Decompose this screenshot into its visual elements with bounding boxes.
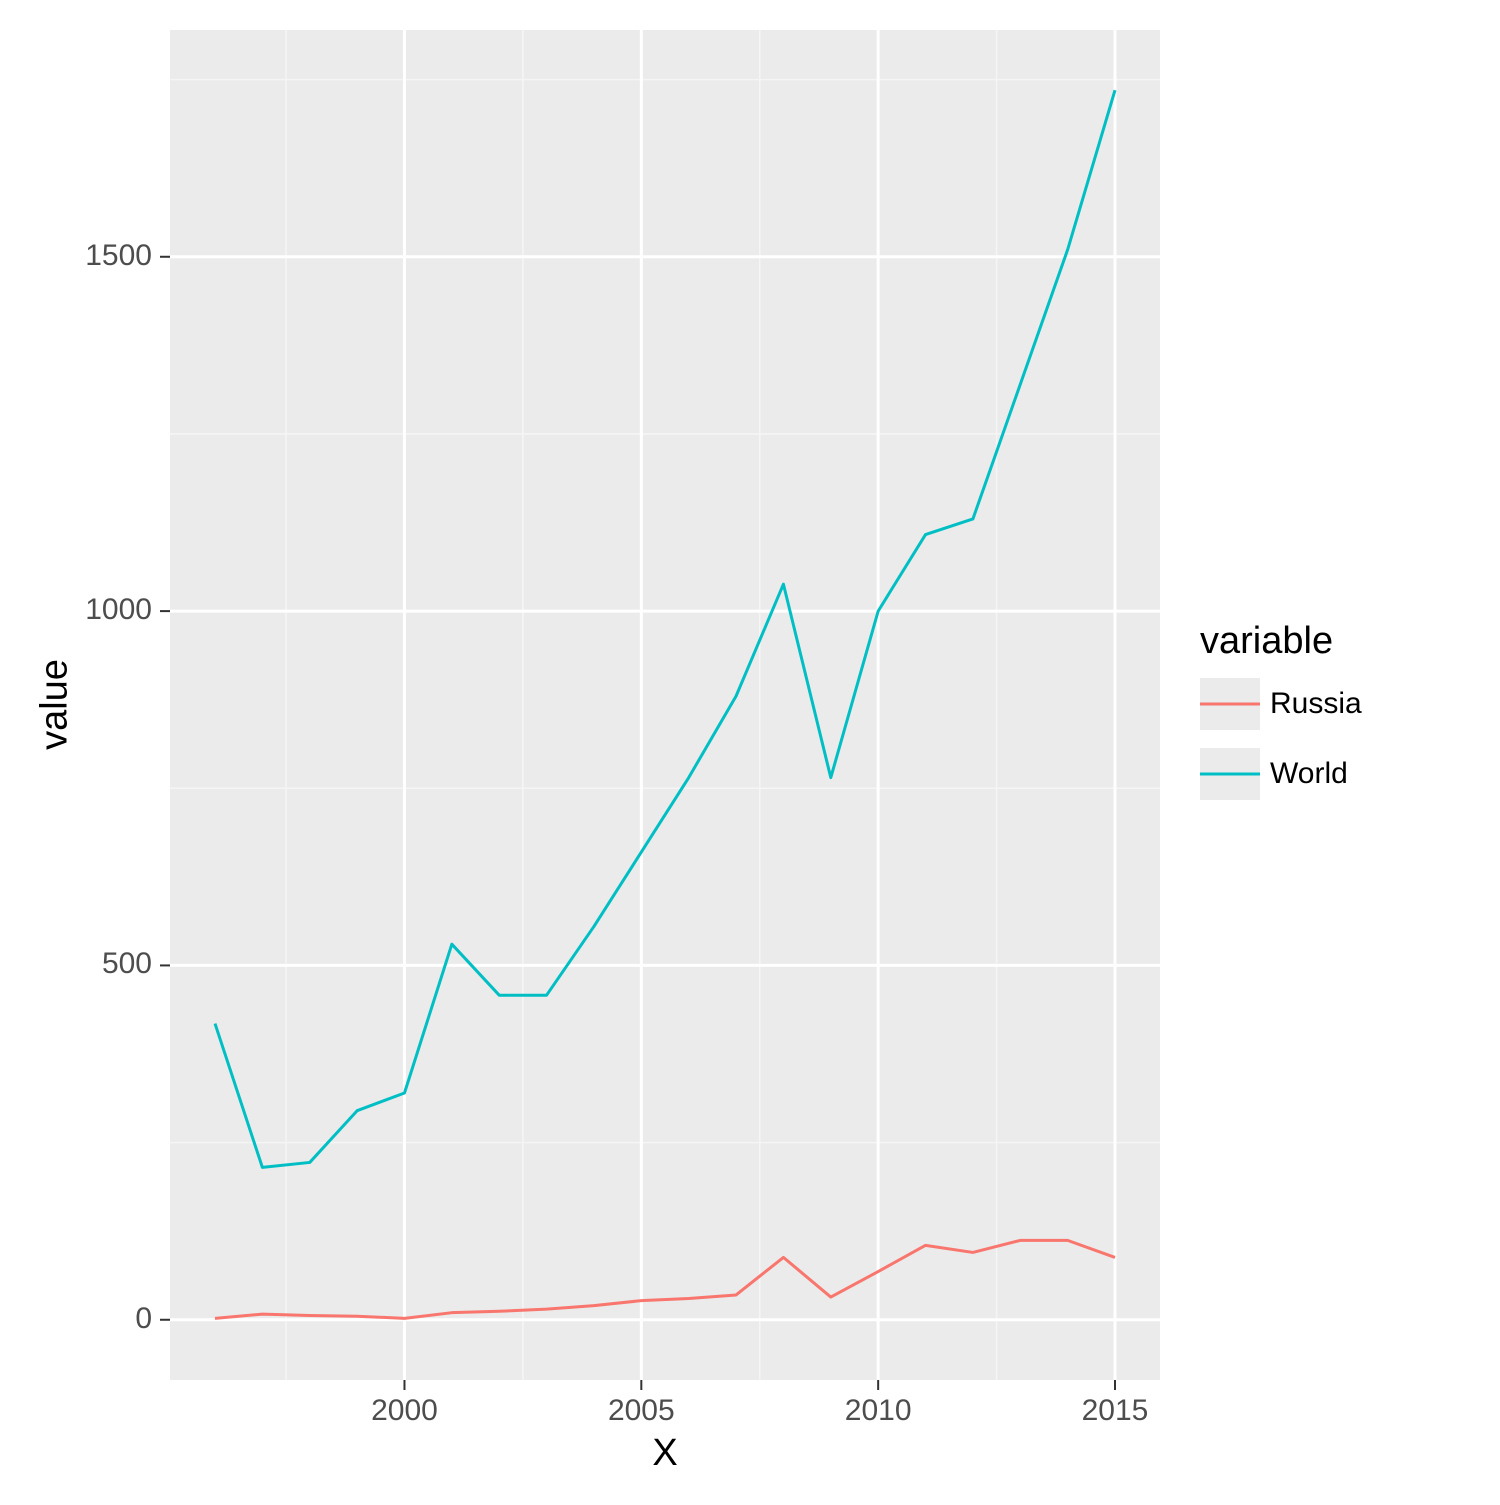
legend-key [1200,748,1260,800]
chart-container: value X variable Russia World 2000 2005 201… [0,0,1500,1500]
y-tick-label: 0 [135,1302,152,1336]
legend-item-world: World [1200,748,1348,800]
y-axis-title: value [34,645,77,765]
legend-line-icon [1200,703,1260,706]
y-tick-label: 1500 [85,239,152,273]
legend-key [1200,678,1260,730]
y-tick-label: 500 [102,947,152,981]
x-tick-label: 2010 [838,1394,918,1428]
legend-label: World [1270,757,1348,791]
legend-item-russia: Russia [1200,678,1362,730]
x-tick-label: 2015 [1075,1394,1155,1428]
legend-line-icon [1200,773,1260,776]
x-axis-title: X [170,1432,1160,1475]
legend-label: Russia [1270,687,1362,721]
y-tick-label: 1000 [85,593,152,627]
legend-title: variable [1200,620,1333,663]
x-tick-label: 2000 [364,1394,444,1428]
x-tick-label: 2005 [601,1394,681,1428]
